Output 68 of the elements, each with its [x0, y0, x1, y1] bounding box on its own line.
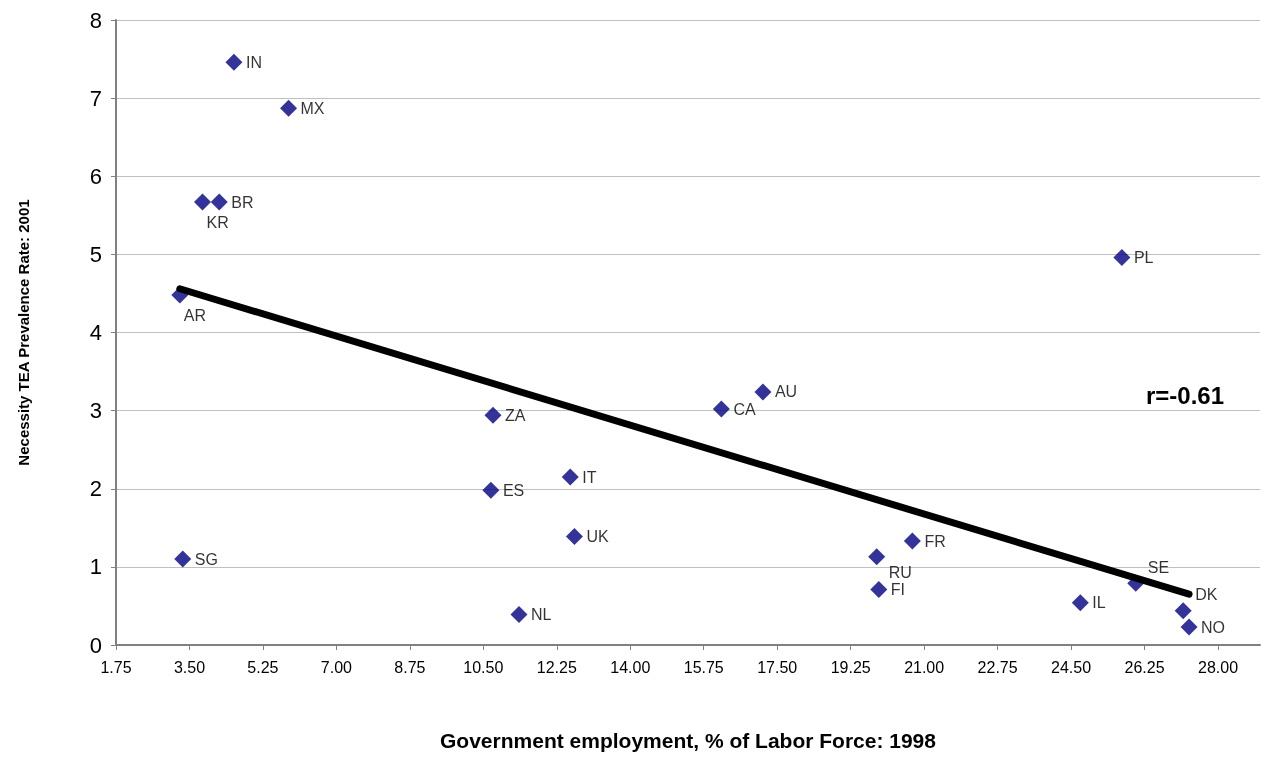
data-label: NL	[531, 606, 552, 624]
x-tick-label: 21.00	[904, 658, 945, 676]
point	[193, 193, 211, 211]
x-tick-label: 19.25	[830, 658, 871, 676]
data-label: SG	[194, 550, 218, 568]
data-label: IL	[1092, 594, 1106, 612]
y-tick-label: 6	[89, 163, 102, 189]
point	[280, 99, 298, 117]
data-label: BR	[231, 193, 254, 211]
point	[712, 400, 730, 418]
x-tick-label: 22.75	[977, 658, 1018, 676]
y-tick-label: 8	[89, 7, 102, 33]
point	[484, 406, 502, 424]
data-label: DK	[1195, 586, 1218, 604]
x-tick-label: 14.00	[610, 658, 651, 676]
data-label: NO	[1201, 618, 1226, 636]
x-tick-label: 10.50	[463, 658, 504, 676]
point	[870, 581, 888, 599]
annotation: r=-0.61	[1145, 381, 1224, 409]
y-tick-label: 2	[89, 476, 102, 502]
x-tick-label: 15.75	[683, 658, 724, 676]
data-label: RU	[888, 564, 912, 582]
point	[225, 53, 243, 71]
data-label: PL	[1133, 249, 1154, 266]
data-label: AU	[774, 383, 798, 401]
point	[561, 468, 579, 486]
point	[174, 550, 192, 568]
x-tick-label: 12.25	[536, 658, 577, 676]
data-label: FR	[924, 532, 946, 550]
point	[868, 548, 886, 566]
x-tick-label: 26.25	[1124, 658, 1165, 676]
point	[1113, 249, 1131, 266]
y-tick-label: 0	[89, 632, 102, 658]
data-label: MX	[300, 99, 325, 117]
data-label: AR	[183, 306, 207, 324]
y-tick-label: 4	[89, 320, 102, 345]
point	[510, 606, 528, 624]
y-tick-label: 1	[89, 554, 102, 580]
data-label: FI	[890, 581, 906, 599]
data-label: UK	[586, 527, 609, 545]
data-label: IN	[245, 53, 262, 71]
y-tick-label: 7	[89, 85, 102, 111]
x-tick-label: 3.50	[173, 658, 206, 676]
point	[565, 527, 583, 545]
data-label: IT	[582, 468, 597, 486]
data-label: CA	[733, 400, 756, 418]
data-label: ZA	[505, 406, 526, 424]
data-label: KR	[206, 213, 229, 231]
y-axis-title: Necessity TEA Prevalence Rate: 2001	[15, 199, 32, 466]
x-tick-label: 24.50	[1051, 658, 1092, 676]
x-tick-label: 5.25	[247, 658, 279, 676]
y-tick-label: 5	[89, 241, 102, 267]
x-tick-label: 28.00	[1197, 658, 1239, 676]
x-axis-title: Government employment, % of Labor Force: 1998	[440, 729, 937, 752]
point	[210, 193, 228, 211]
y-tick-label: 3	[89, 398, 102, 424]
x-tick-label: 7.00	[320, 658, 353, 676]
point	[1071, 594, 1089, 612]
x-tick-label: 1.75	[100, 658, 132, 676]
point	[903, 532, 921, 550]
point	[1174, 602, 1192, 620]
point	[1180, 618, 1198, 636]
point	[482, 481, 500, 499]
point	[754, 383, 772, 401]
x-tick-label: 17.50	[757, 658, 798, 676]
data-label: ES	[502, 481, 525, 499]
data-label: SE	[1147, 558, 1170, 576]
x-tick-label: 8.75	[394, 658, 426, 676]
